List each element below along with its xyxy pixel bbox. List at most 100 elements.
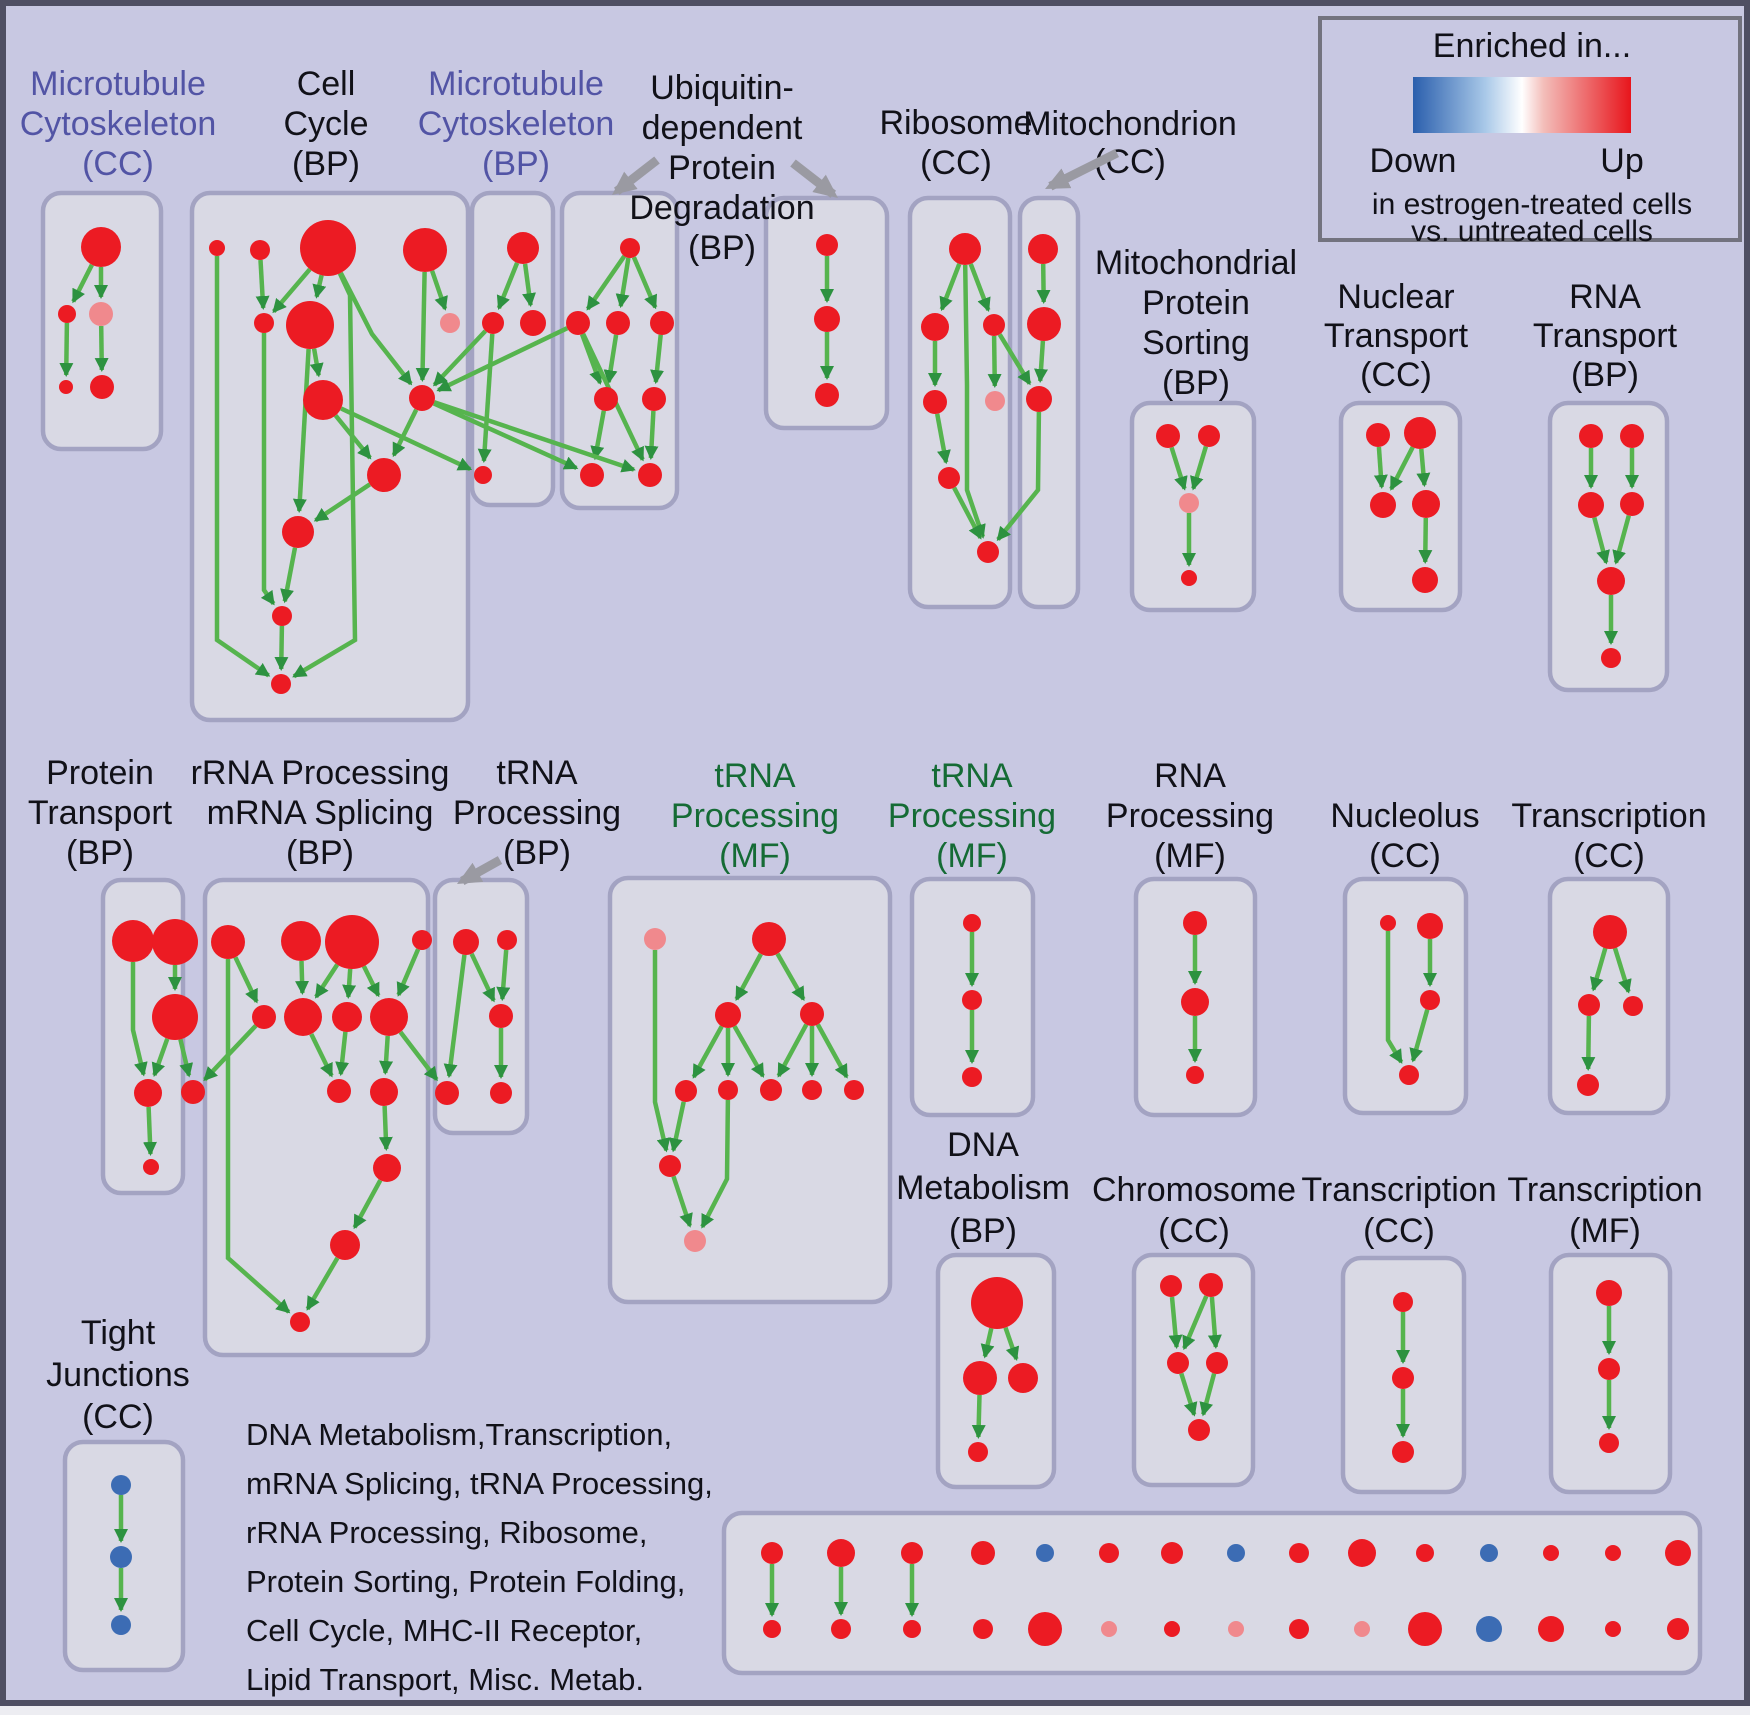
go-term-node: [566, 311, 590, 335]
legend-down-label: Down: [1370, 142, 1457, 180]
edge-rrna-processing-mrna-splicing: [396, 948, 421, 997]
go-term-node: [482, 312, 504, 334]
label-microtubule-cytoskeleton-bp: Cytoskeleton: [418, 105, 615, 143]
go-term-node: [90, 375, 114, 399]
label-ubiquitin-degradation-bp: Ubiquitin-: [650, 69, 794, 107]
go-term-node: [938, 467, 960, 489]
go-term-node: [763, 1620, 781, 1638]
label-microtubule-cytoskeleton-cc: (CC): [82, 145, 154, 183]
go-term-node: [815, 383, 839, 407]
footer-term-list-line: mRNA Splicing, tRNA Processing,: [246, 1466, 713, 1501]
group-box-dna-metabolism: [935, 1252, 1057, 1490]
edge-protein-transport: [151, 1037, 170, 1077]
go-term-node: [211, 925, 245, 959]
go-term-node: [963, 914, 981, 932]
edge-ubiquitin-degradation: [631, 256, 658, 310]
go-term-node: [1476, 1616, 1502, 1642]
label-microtubule-cytoskeleton-bp: Microtubule: [428, 65, 604, 103]
go-term-node: [272, 606, 292, 626]
go-term-node: [814, 306, 840, 332]
go-term-node: [1578, 994, 1600, 1016]
footer-term-list-line: Protein Sorting, Protein Folding,: [246, 1564, 685, 1599]
go-term-node: [684, 1230, 706, 1252]
edge-trna-processing-mf-large: [700, 1099, 731, 1229]
edge-rrna-processing-mrna-splicing: [352, 1179, 383, 1230]
label-ribosome-cc: Ribosome: [879, 104, 1032, 142]
edge-trna-processing-mf-large: [691, 1025, 724, 1079]
legend-up-label: Up: [1600, 142, 1643, 180]
group-box-microtubule-cytoskeleton-bp: [469, 190, 556, 508]
label-trna-processing-bp: tRNA: [496, 754, 578, 792]
pointer-arrow: [790, 159, 839, 199]
label-mitochondrial-protein-sorting-bp: Protein: [1142, 284, 1250, 322]
go-term-node: [81, 227, 121, 267]
go-term-node: [903, 1620, 921, 1638]
label-rna-transport-bp: Transport: [1533, 317, 1678, 355]
go-term-node: [1392, 1367, 1414, 1389]
go-term-node: [1623, 996, 1643, 1016]
edge-cell-cycle: [309, 348, 324, 378]
label-mitochondrial-protein-sorting-bp: Sorting: [1142, 324, 1250, 362]
label-cell-cycle-bp: (BP): [292, 145, 360, 183]
go-term-node: [1199, 1273, 1223, 1297]
go-term-node: [594, 387, 618, 411]
go-term-node: [1412, 490, 1440, 518]
label-cell-cycle-bp: Cycle: [283, 105, 368, 143]
label-ribosome-cc: (CC): [920, 144, 992, 182]
group-box-rna-transport: [1547, 400, 1670, 693]
go-term-node: [58, 305, 76, 323]
edge-rrna-processing-mrna-splicing: [361, 965, 381, 998]
edge-rrna-processing-mrna-splicing: [335, 1031, 350, 1077]
edge-ubiquitin-degradation: [603, 334, 619, 385]
edge-microtubule-cytoskeleton-bp: [496, 262, 520, 310]
label-nucleolus-cc: Nucleolus: [1330, 797, 1479, 835]
go-term-node: [715, 1002, 741, 1028]
label-rna-transport-bp: RNA: [1569, 278, 1641, 316]
go-term-node: [1181, 988, 1209, 1016]
go-term-node: [440, 313, 460, 333]
go-term-node: [1289, 1619, 1309, 1639]
label-tight-junctions-cc: Junctions: [46, 1356, 190, 1394]
edge-trna-processing-mf-large: [815, 1023, 849, 1079]
go-term-node: [675, 1080, 697, 1102]
go-term-node: [1404, 417, 1436, 449]
edge-protein-transport: [143, 1106, 158, 1156]
edge-ribosome: [987, 335, 1002, 388]
edge-ubiquitin-degradation: [650, 334, 665, 385]
go-term-node: [252, 1005, 276, 1029]
edge-ubiquitin-degradation: [615, 257, 631, 309]
go-term-node: [1417, 913, 1443, 939]
go-term-node: [973, 1619, 993, 1639]
edge-cell-cycle: [415, 271, 430, 382]
go-term-node: [1598, 1358, 1620, 1380]
group-box-chromosome: [1131, 1252, 1256, 1488]
go-term-node: [303, 380, 343, 420]
go-term-node: [1577, 1074, 1599, 1096]
edge-nuclear-transport: [1389, 446, 1415, 491]
go-term-node: [644, 928, 666, 950]
go-term-node: [489, 1004, 513, 1028]
go-term-node: [1380, 915, 1396, 931]
go-term-node: [1596, 1280, 1622, 1306]
edge-rrna-processing-mrna-splicing: [295, 960, 310, 995]
label-rrna-mrna-bp: (BP): [286, 834, 354, 872]
go-term-node: [962, 990, 982, 1010]
go-term-node: [1393, 1292, 1413, 1312]
edge-ribosome: [952, 486, 983, 540]
pointer-arrow: [611, 156, 660, 196]
edge-ubiquitin-degradation: [590, 410, 607, 461]
go-term-node: [435, 1081, 459, 1105]
go-term-node: [111, 1615, 131, 1635]
label-trna-processing-bp: Processing: [453, 794, 621, 832]
label-microtubule-cytoskeleton-bp: (BP): [482, 145, 550, 183]
edge-rrna-processing-mrna-splicing: [378, 1105, 393, 1151]
go-term-node: [1160, 1275, 1182, 1297]
edge-cell-cycle: [255, 259, 270, 310]
cross-edge: [436, 326, 569, 393]
go-term-node: [110, 1546, 132, 1568]
go-term-node: [1164, 1621, 1180, 1637]
go-term-node: [181, 1080, 205, 1104]
legend-gradient-bar: [1413, 77, 1631, 133]
edge-microtubule-cytoskeleton-cc: [71, 263, 94, 304]
